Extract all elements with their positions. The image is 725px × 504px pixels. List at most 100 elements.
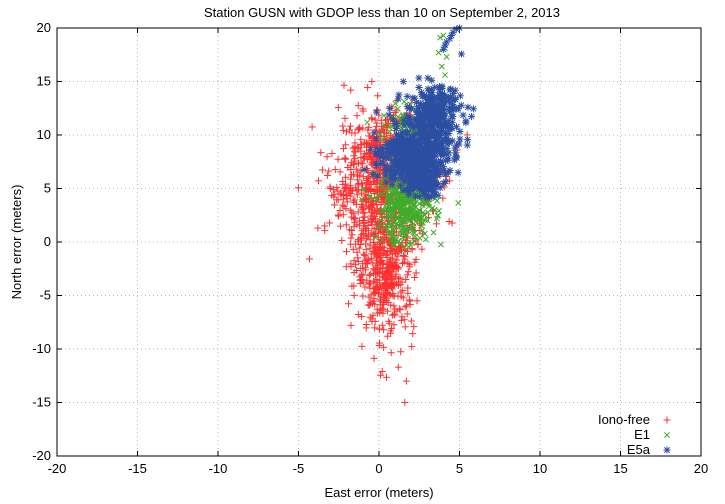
data-point <box>390 302 398 310</box>
data-point <box>430 116 438 124</box>
data-point <box>342 221 350 229</box>
data-point <box>342 173 350 181</box>
data-point <box>394 363 402 371</box>
data-point <box>358 342 366 350</box>
data-point <box>350 269 358 277</box>
data-point <box>387 143 395 151</box>
axis-ticks: -20 -15 -10 -5 0 5 10 15 20 -20 -15 -10 -5 0 5 10 15 20 <box>32 20 708 476</box>
data-point <box>416 193 424 201</box>
data-point <box>396 280 404 288</box>
data-point <box>342 248 350 256</box>
data-point <box>342 141 350 149</box>
data-point <box>323 171 331 179</box>
data-point <box>413 108 421 116</box>
x-tick-label: 20 <box>694 461 708 476</box>
data-point <box>386 105 394 113</box>
data-point <box>412 269 420 277</box>
data-point <box>340 145 348 153</box>
data-point <box>399 78 407 86</box>
data-point <box>370 230 378 238</box>
data-point <box>351 155 359 163</box>
data-point <box>447 123 455 131</box>
data-point <box>314 224 322 232</box>
data-point <box>423 192 431 200</box>
data-point <box>365 271 373 279</box>
data-point <box>341 114 349 122</box>
data-point <box>437 34 444 41</box>
data-point <box>347 86 355 94</box>
data-point <box>397 316 405 324</box>
data-point <box>365 293 373 301</box>
data-point <box>372 108 380 116</box>
data-point <box>403 159 411 167</box>
grid <box>57 28 701 456</box>
data-point <box>390 310 398 318</box>
data-point <box>402 377 410 385</box>
data-point <box>362 231 370 239</box>
data-point <box>321 222 329 230</box>
data-point <box>409 330 417 338</box>
data-points <box>294 24 477 406</box>
data-point <box>427 148 435 156</box>
data-point <box>395 91 403 99</box>
data-point <box>412 255 420 263</box>
data-point <box>352 184 360 192</box>
data-point <box>387 349 395 357</box>
data-point <box>413 297 421 305</box>
data-point <box>407 317 415 325</box>
data-point <box>435 207 442 214</box>
data-point <box>366 301 374 309</box>
data-point <box>391 175 399 183</box>
data-point <box>456 128 464 136</box>
x-tick-label: 15 <box>613 461 627 476</box>
data-point <box>468 112 476 120</box>
y-tick-label: 5 <box>44 181 51 196</box>
data-point <box>347 240 355 248</box>
legend-marker <box>663 446 671 454</box>
data-point <box>390 321 398 329</box>
legend-marker <box>663 416 671 424</box>
data-point <box>328 150 336 158</box>
data-point <box>387 263 395 271</box>
data-point <box>357 136 365 144</box>
data-point <box>423 102 431 110</box>
data-point <box>389 115 397 123</box>
data-point <box>343 128 351 136</box>
data-point <box>375 325 383 333</box>
data-point <box>354 237 362 245</box>
x-tick-label: 0 <box>375 461 382 476</box>
data-point <box>350 152 358 160</box>
data-point <box>403 92 411 100</box>
data-point <box>370 354 378 362</box>
data-point <box>412 158 420 166</box>
data-point <box>403 302 411 310</box>
data-point <box>445 217 453 225</box>
x-tick-label: -15 <box>128 461 147 476</box>
data-point <box>378 367 386 375</box>
data-point <box>438 102 446 110</box>
data-point <box>397 348 405 356</box>
data-point <box>360 219 368 227</box>
data-point <box>423 164 431 172</box>
data-point <box>416 235 423 242</box>
data-point <box>351 214 359 222</box>
data-point <box>437 241 444 248</box>
data-point <box>406 296 414 304</box>
data-point <box>428 193 436 201</box>
data-point <box>351 196 359 204</box>
data-point <box>403 112 411 120</box>
data-point <box>448 96 456 104</box>
data-point <box>341 154 349 162</box>
data-point <box>374 172 382 180</box>
data-point <box>383 164 391 172</box>
data-point <box>350 257 358 265</box>
data-point <box>364 83 372 91</box>
data-point <box>410 168 418 176</box>
legend-label: E1 <box>634 427 650 442</box>
data-point <box>399 294 407 302</box>
data-point <box>421 185 429 193</box>
data-point <box>396 306 404 314</box>
data-point <box>351 129 359 137</box>
data-point <box>432 137 440 145</box>
data-point <box>358 313 366 321</box>
